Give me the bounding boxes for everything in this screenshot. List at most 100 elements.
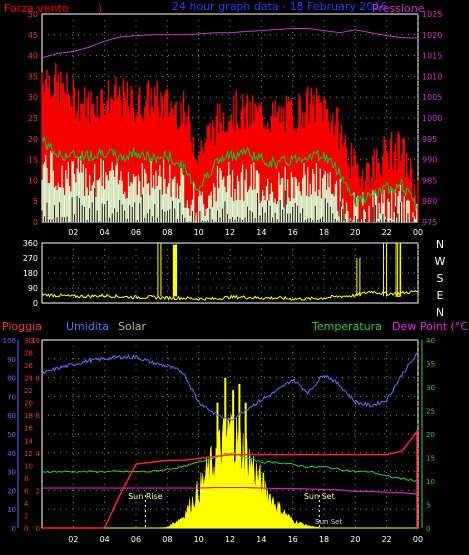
humidity-line — [41, 351, 419, 423]
y2-tick-label: 995 — [422, 135, 437, 144]
x-tick-label: 02 — [68, 535, 78, 544]
humidity-tick-label: 30 — [7, 469, 16, 477]
solar-tick-label: 26 — [24, 362, 33, 370]
rain-line — [42, 429, 419, 529]
temperature-tick-label: 25 — [426, 408, 435, 416]
humidity-tick-label: 100 — [3, 337, 16, 345]
direction-letter: E — [437, 289, 444, 302]
y-tick-label: 45 — [28, 31, 38, 40]
x-tick-label: 22 — [382, 228, 392, 237]
y-tick-label: 30 — [28, 93, 38, 102]
rain-tick-label: 2 — [36, 487, 40, 495]
solar-tick-label: 14 — [24, 437, 33, 445]
solar-tick-label: 20 — [24, 400, 33, 408]
temperature-line — [41, 452, 419, 482]
y-tick-label: 90 — [28, 284, 38, 293]
temperature-tick-label: 40 — [426, 337, 435, 345]
humidity-tick-label: 20 — [7, 487, 16, 495]
rain-tick-label: 10 — [31, 337, 40, 345]
dewpoint-line — [42, 486, 419, 495]
y-tick-label: 270 — [23, 254, 38, 263]
humidity-tick-label: 10 — [7, 506, 16, 514]
temperature-tick-label: 20 — [426, 431, 435, 439]
solar-tick-label: 30 — [24, 337, 33, 345]
y-tick-label: 5 — [33, 197, 38, 206]
humidity-axis-label: Umidita — [66, 320, 109, 333]
direction-letter: W — [435, 255, 446, 268]
solar-tick-label: 16 — [24, 425, 33, 433]
solar-tick-label: 4 — [24, 500, 29, 508]
x-tick-label: 22 — [382, 535, 392, 544]
temperature-tick-label: 10 — [426, 478, 435, 486]
y2-tick-label: 1020 — [422, 31, 442, 40]
temperature-tick-label: 35 — [426, 361, 435, 369]
solar-tick-label: 18 — [24, 412, 33, 420]
x-tick-label: 08 — [162, 535, 172, 544]
x-tick-label: 12 — [225, 228, 235, 237]
x-tick-label: 00 — [413, 228, 423, 237]
humidity-tick-label: 50 — [7, 431, 16, 439]
chart-title: 24 hour graph data - 18 February 2016 — [172, 0, 387, 13]
y-tick-label: 360 — [23, 239, 38, 248]
sunset-label: Sun Set — [304, 492, 335, 501]
pressure-line — [41, 28, 419, 59]
temperature-tick-label: 30 — [426, 384, 435, 392]
wind-direction-line — [41, 289, 419, 302]
x-tick-label: 20 — [350, 535, 360, 544]
x-tick-label: 06 — [131, 535, 141, 544]
x-tick-label: 16 — [288, 228, 298, 237]
rain-axis-label: Pioggia — [2, 320, 42, 333]
direction-letter: N — [436, 306, 444, 319]
x-tick-label: 18 — [319, 228, 329, 237]
x-tick-label: 04 — [100, 535, 110, 544]
x-tick-label: 00 — [413, 535, 423, 544]
x-tick-label: 06 — [131, 228, 141, 237]
y-tick-label: 25 — [28, 114, 38, 123]
x-tick-label: 16 — [288, 535, 298, 544]
y2-tick-label: 980 — [422, 197, 437, 206]
humidity-tick-label: 80 — [7, 375, 16, 383]
direction-letter: N — [436, 238, 444, 251]
humidity-tick-label: 0 — [12, 525, 16, 533]
humidity-tick-label: 60 — [7, 412, 16, 420]
sunset-small-label: Sun Set — [315, 518, 342, 526]
humidity-tick-label: 90 — [7, 356, 16, 364]
temperature-tick-label: 15 — [426, 455, 435, 463]
x-tick-label: 08 — [162, 228, 172, 237]
y-tick-label: 20 — [28, 135, 38, 144]
y2-tick-label: 990 — [422, 156, 437, 165]
y-tick-label: 0 — [33, 218, 38, 227]
wind-axis-unit: ) — [98, 2, 102, 15]
solar-tick-label: 8 — [24, 475, 28, 483]
x-tick-label: 10 — [194, 535, 204, 544]
solar-axis-label: Solar — [118, 320, 147, 333]
solar-tick-label: 2 — [24, 512, 28, 520]
wind-average-line — [41, 136, 419, 211]
pressure-axis-label: Pressione — [372, 2, 425, 15]
x-tick-label: 02 — [68, 228, 78, 237]
solar-tick-label: 10 — [24, 462, 33, 470]
solar-tick-label: 24 — [24, 375, 33, 383]
y-tick-label: 40 — [28, 52, 38, 61]
y2-tick-label: 985 — [422, 176, 437, 185]
humidity-tick-label: 40 — [7, 450, 16, 458]
y-tick-label: 35 — [28, 72, 38, 81]
x-tick-label: 12 — [225, 535, 235, 544]
solar-tick-label: 0 — [24, 525, 28, 533]
x-tick-label: 20 — [350, 228, 360, 237]
rain-tick-label: 6 — [36, 412, 41, 420]
x-tick-label: 14 — [256, 535, 266, 544]
y-tick-label: 50 — [28, 10, 38, 19]
y2-tick-label: 1000 — [422, 114, 442, 123]
y-tick-label: 10 — [28, 176, 38, 185]
y2-tick-label: 975 — [422, 218, 437, 227]
x-tick-label: 10 — [194, 228, 204, 237]
wind-axis-label: Forza vento — [4, 2, 69, 15]
humidity-temperature-panel: 0102030405060708090100024681002468101214… — [3, 337, 435, 544]
y2-tick-label: 1025 — [422, 10, 442, 19]
direction-block — [172, 244, 177, 297]
y-tick-label: 0 — [33, 299, 38, 308]
temperature-tick-label: 0 — [426, 525, 430, 533]
dewpoint-axis-label: Dew Point (°C) — [392, 320, 469, 333]
